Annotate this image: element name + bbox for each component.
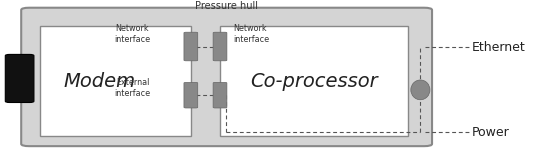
Ellipse shape (411, 80, 430, 100)
Text: Network
interface: Network interface (233, 24, 270, 44)
Text: Modem: Modem (63, 72, 136, 91)
Text: Ethernet: Ethernet (472, 41, 526, 54)
FancyBboxPatch shape (184, 82, 198, 108)
Text: Co-processor: Co-processor (251, 72, 378, 91)
FancyBboxPatch shape (40, 26, 191, 136)
FancyBboxPatch shape (184, 32, 198, 61)
Text: Pressure hull: Pressure hull (195, 1, 258, 11)
FancyBboxPatch shape (21, 8, 432, 146)
FancyBboxPatch shape (5, 54, 34, 103)
FancyBboxPatch shape (213, 82, 227, 108)
Text: Network
interface: Network interface (115, 24, 151, 44)
FancyBboxPatch shape (220, 26, 408, 136)
Text: External
interface: External interface (115, 78, 151, 98)
FancyBboxPatch shape (213, 32, 227, 61)
Text: Power: Power (472, 126, 509, 139)
